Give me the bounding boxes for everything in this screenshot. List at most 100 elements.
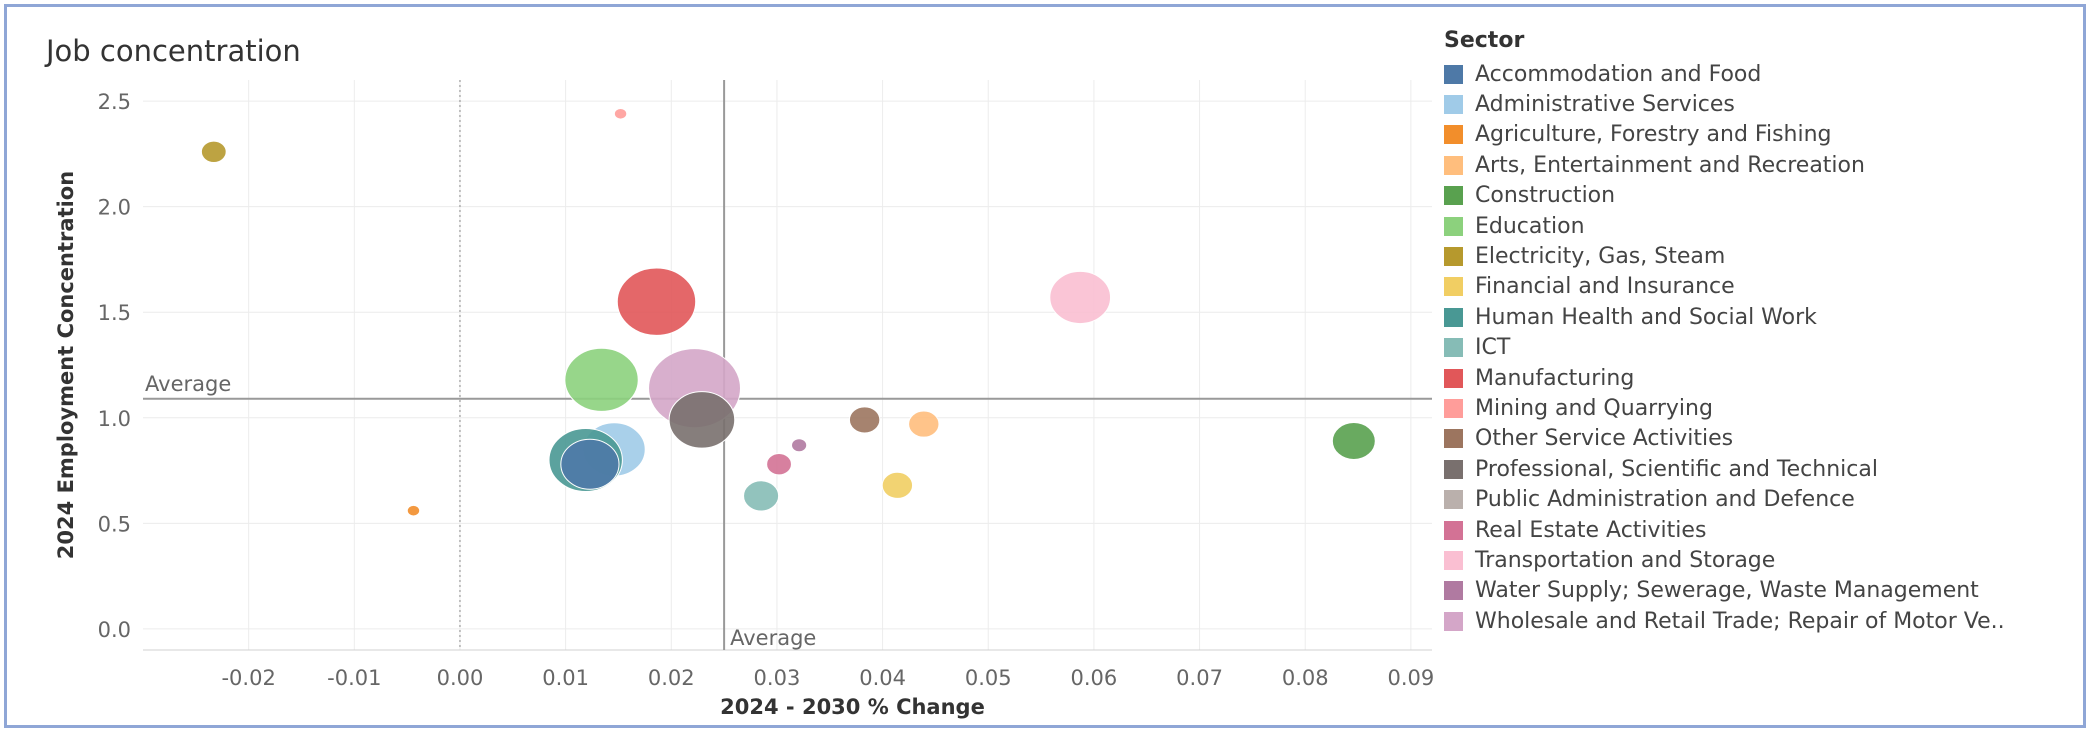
legend-label: Financial and Insurance bbox=[1475, 274, 1735, 300]
legend-label: Administrative Services bbox=[1475, 92, 1735, 118]
data-point: Agriculture, Forestry and Fishing bbox=[406, 504, 421, 517]
legend-swatch bbox=[1444, 247, 1463, 267]
legend-swatch bbox=[1444, 459, 1463, 479]
legend-swatch bbox=[1444, 95, 1463, 115]
legend-swatch bbox=[1444, 155, 1463, 175]
x-tick-label: 0.01 bbox=[542, 666, 589, 690]
legend-swatch bbox=[1444, 338, 1463, 358]
legend-label: Electricity, Gas, Steam bbox=[1475, 244, 1726, 270]
y-tick-label: 2.5 bbox=[98, 90, 131, 114]
x-tick-label: 0.04 bbox=[859, 666, 906, 690]
x-tick-label: 0.08 bbox=[1282, 666, 1329, 690]
data-point: Other Service Activities bbox=[848, 406, 881, 434]
legend-label: Education bbox=[1475, 213, 1585, 239]
legend-label: Arts, Entertainment and Recreation bbox=[1475, 152, 1865, 178]
legend-label: Mining and Quarrying bbox=[1475, 395, 1713, 421]
legend-label: Public Administration and Defence bbox=[1475, 487, 1855, 513]
legend-swatch bbox=[1444, 368, 1463, 388]
legend-label: Water Supply; Sewerage, Waste Management bbox=[1475, 578, 1979, 604]
x-tick-label: 0.09 bbox=[1387, 666, 1434, 690]
x-axis-title: 2024 - 2030 % Change bbox=[720, 695, 985, 719]
data-point: Water Supply; Sewerage, Waste Management bbox=[791, 438, 808, 453]
y-tick-label: 2.0 bbox=[98, 196, 131, 220]
average-x-label: Average bbox=[730, 626, 816, 650]
legend-item[interactable]: Electricity, Gas, Steam bbox=[1444, 241, 2005, 271]
legend-label: Agriculture, Forestry and Fishing bbox=[1475, 122, 1832, 148]
legend-item[interactable]: Other Service Activities bbox=[1444, 424, 2005, 454]
data-point: Mining and Quarrying bbox=[613, 107, 628, 120]
legend-item[interactable]: Manufacturing bbox=[1444, 363, 2005, 393]
legend-swatch bbox=[1444, 307, 1463, 327]
x-tick-label: 0.02 bbox=[648, 666, 695, 690]
x-tick-label: -0.02 bbox=[221, 666, 275, 690]
y-tick-label: 0.5 bbox=[98, 512, 131, 536]
chart-title: Job concentration bbox=[46, 34, 301, 68]
legend-item[interactable]: Administrative Services bbox=[1444, 89, 2005, 119]
legend-label: Human Health and Social Work bbox=[1475, 304, 1817, 330]
legend-item[interactable]: Transportation and Storage bbox=[1444, 545, 2005, 575]
legend-label: ICT bbox=[1475, 335, 1511, 361]
x-tick-label: 0.07 bbox=[1176, 666, 1223, 690]
legend-item[interactable]: Education bbox=[1444, 211, 2005, 241]
data-point: Financial and Insurance bbox=[881, 471, 914, 499]
data-point: Arts, Entertainment and Recreation bbox=[908, 410, 940, 438]
data-point: ICT bbox=[743, 480, 780, 512]
y-tick-label: 1.0 bbox=[98, 407, 131, 431]
legend-item[interactable]: Human Health and Social Work bbox=[1444, 302, 2005, 332]
legend-label: Real Estate Activities bbox=[1475, 517, 1707, 543]
legend-item[interactable]: ICT bbox=[1444, 333, 2005, 363]
legend-items: Accommodation and Food Administrative Ser… bbox=[1444, 59, 2005, 636]
legend-label: Accommodation and Food bbox=[1475, 61, 1762, 87]
data-point: Electricity, Gas, Steam bbox=[200, 140, 227, 163]
data-point: Manufacturing bbox=[616, 267, 697, 336]
legend-item[interactable]: Real Estate Activities bbox=[1444, 515, 2005, 545]
legend-item[interactable]: Agriculture, Forestry and Fishing bbox=[1444, 120, 2005, 150]
legend-label: Professional, Scientific and Technical bbox=[1475, 456, 1878, 482]
legend-swatch bbox=[1444, 186, 1463, 206]
legend-item[interactable]: Public Administration and Defence bbox=[1444, 484, 2005, 514]
legend-item[interactable]: Mining and Quarrying bbox=[1444, 393, 2005, 423]
legend-swatch bbox=[1444, 216, 1463, 236]
legend-swatch bbox=[1444, 125, 1463, 145]
legend-swatch bbox=[1444, 611, 1463, 631]
legend-item[interactable]: Construction bbox=[1444, 181, 2005, 211]
y-tick-label: 1.5 bbox=[98, 301, 131, 325]
legend-swatch bbox=[1444, 64, 1463, 84]
data-point: Real Estate Activities bbox=[766, 453, 792, 476]
legend-label: Other Service Activities bbox=[1475, 426, 1734, 452]
legend-label: Transportation and Storage bbox=[1475, 547, 1776, 573]
x-tick-label: 0.00 bbox=[437, 666, 484, 690]
legend-item[interactable]: Water Supply; Sewerage, Waste Management bbox=[1444, 576, 2005, 606]
data-point: Professional, Scientific and Technical bbox=[668, 391, 736, 449]
y-tick-label: 0.0 bbox=[98, 618, 131, 642]
legend-item[interactable]: Financial and Insurance bbox=[1444, 272, 2005, 302]
legend: Sector Accommodation and Food Administrat… bbox=[1444, 28, 2005, 636]
legend-label: Construction bbox=[1475, 183, 1616, 209]
legend-item[interactable]: Arts, Entertainment and Recreation bbox=[1444, 150, 2005, 180]
data-point: Transportation and Storage bbox=[1049, 270, 1112, 325]
legend-swatch bbox=[1444, 520, 1463, 540]
legend-item[interactable]: Accommodation and Food bbox=[1444, 59, 2005, 89]
y-axis-title: 2024 Employment Concentration bbox=[54, 171, 78, 559]
legend-item[interactable]: Professional, Scientific and Technical bbox=[1444, 454, 2005, 484]
legend-label: Wholesale and Retail Trade; Repair of Mo… bbox=[1475, 608, 2005, 634]
legend-swatch bbox=[1444, 490, 1463, 510]
legend-item[interactable]: Wholesale and Retail Trade; Repair of Mo… bbox=[1444, 606, 2005, 636]
legend-swatch bbox=[1444, 581, 1463, 601]
dashboard-frame bbox=[4, 4, 2086, 728]
data-point: Education bbox=[564, 347, 639, 412]
x-tick-label: 0.06 bbox=[1071, 666, 1118, 690]
legend-title: Sector bbox=[1444, 28, 1525, 53]
legend-swatch bbox=[1444, 277, 1463, 297]
x-tick-label: -0.01 bbox=[327, 666, 381, 690]
x-tick-label: 0.05 bbox=[965, 666, 1012, 690]
average-y-label: Average bbox=[145, 372, 231, 396]
x-tick-label: 0.03 bbox=[754, 666, 801, 690]
legend-label: Manufacturing bbox=[1475, 365, 1635, 391]
legend-swatch bbox=[1444, 398, 1463, 418]
legend-swatch bbox=[1444, 550, 1463, 570]
data-point: Construction bbox=[1331, 422, 1376, 460]
data-point: Accommodation and Food bbox=[560, 438, 620, 490]
legend-swatch bbox=[1444, 429, 1463, 449]
